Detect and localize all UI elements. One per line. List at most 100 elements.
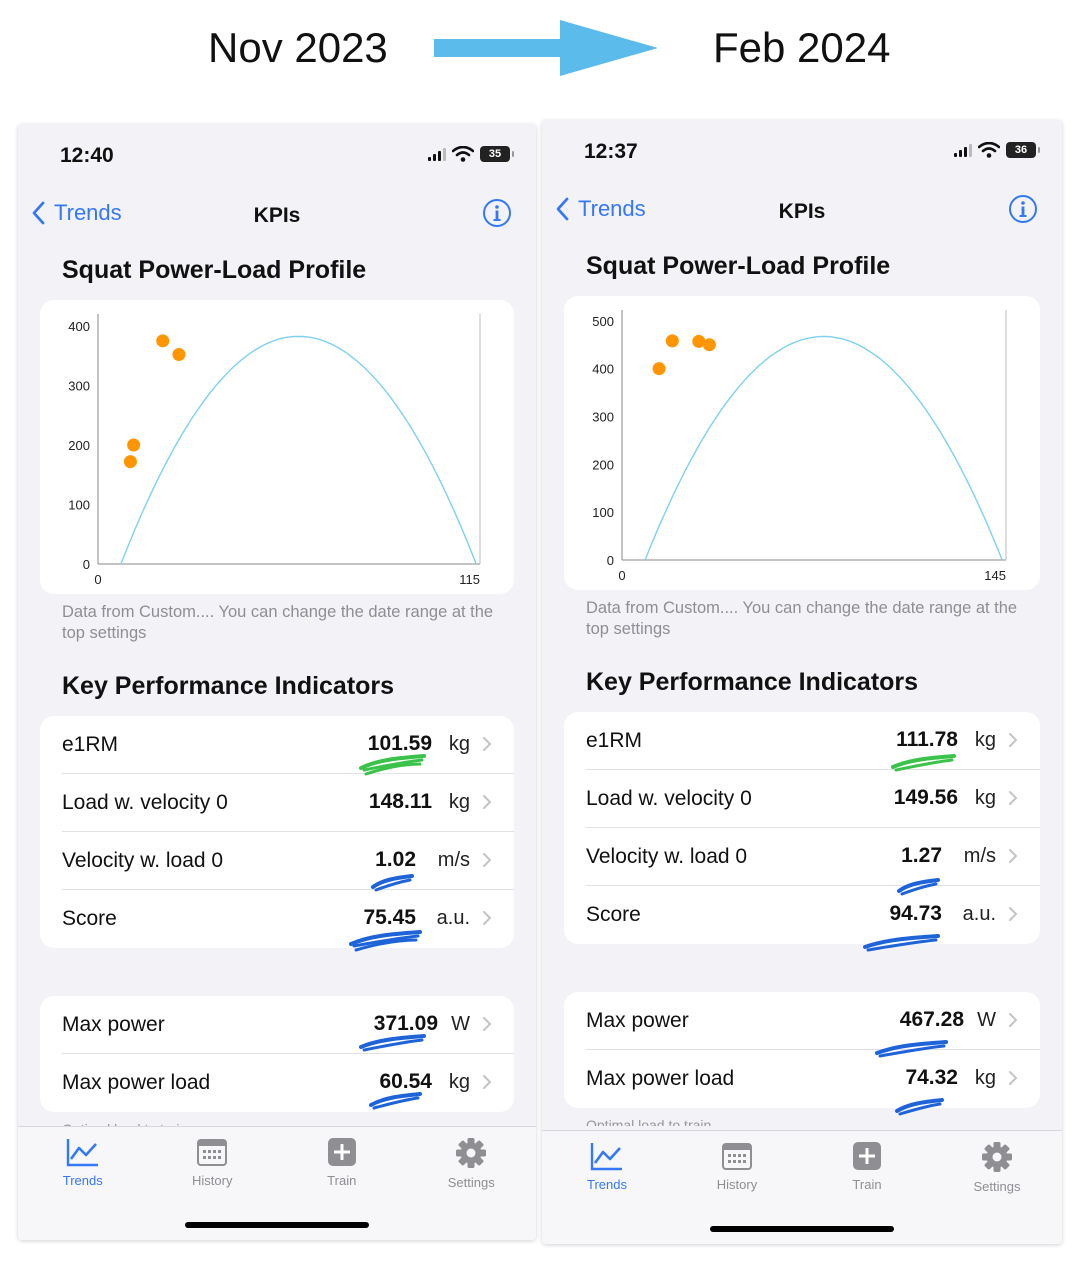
kpi-row[interactable]: Max power 371.09 W [40, 996, 514, 1054]
tab-history-label: History [716, 1177, 758, 1192]
chevron-right-icon [1008, 906, 1018, 927]
chart-plot-area: 0 100 200 300 400 0 115 [68, 314, 481, 587]
power-kpi-card: Max power 467.28 W Max power load 74.32 … [564, 992, 1040, 1108]
settings-gear-icon [982, 1142, 1012, 1172]
tab-history[interactable]: History [692, 1141, 782, 1192]
data-point [652, 362, 666, 376]
y-tick-label: 100 [592, 505, 614, 520]
kpi-label: Velocity w. load 0 [62, 849, 224, 872]
battery-icon: 36 [1006, 142, 1040, 158]
kpi-unit: a.u. [436, 907, 470, 929]
kpi-value: 1.27 [901, 844, 942, 867]
kpi-row[interactable]: Max power load 74.32 kg [564, 1050, 1040, 1108]
chevron-right-icon [1008, 732, 1018, 753]
history-calendar-icon [197, 1139, 228, 1166]
kpi-unit: kg [448, 1071, 470, 1093]
kpi-row[interactable]: Score 75.45 a.u. [40, 890, 514, 948]
kpi-row[interactable]: e1RM 111.78 kg [564, 712, 1040, 770]
cellular-signal-icon [428, 147, 446, 161]
tab-train[interactable]: Train [822, 1141, 912, 1192]
kpi-label: Score [586, 903, 641, 926]
history-calendar-icon [722, 1143, 752, 1170]
tab-settings[interactable]: Settings [426, 1137, 516, 1190]
tab-settings-label: Settings [447, 1175, 495, 1190]
row-divider [62, 831, 514, 832]
kpi-card: e1RM 111.78 kg Load w. velocity 0 149.56… [564, 712, 1040, 944]
x-tick-label: 0 [618, 568, 625, 583]
tab-trends-label: Trends [587, 1177, 627, 1192]
kpi-label: e1RM [586, 729, 643, 752]
y-tick-label: 200 [592, 457, 614, 472]
y-tick-label: 0 [83, 557, 90, 572]
profile-section-title: Squat Power-Load Profile [586, 252, 891, 280]
kpi-label: e1RM [62, 733, 119, 756]
status-time: 12:40 [60, 144, 114, 167]
tab-train[interactable]: Train [297, 1137, 387, 1188]
row-divider [586, 827, 1040, 828]
tab-bar: Trends History Train Settings [18, 1126, 536, 1240]
kpi-unit: kg [448, 733, 470, 755]
kpi-row[interactable]: Load w. velocity 0 149.56 kg [564, 770, 1040, 828]
chevron-right-icon [1008, 1070, 1018, 1091]
tab-trends[interactable]: Trends [38, 1137, 128, 1188]
page-title: KPIs [778, 200, 826, 223]
train-plus-icon [327, 1138, 356, 1166]
chart-caption: Data from Custom.... You can change the … [586, 599, 1018, 638]
right-arrow-icon [434, 20, 658, 76]
kpi-row[interactable]: Max power load 60.54 kg [40, 1054, 514, 1112]
kpi-unit: m/s [437, 849, 470, 871]
kpi-unit: kg [974, 1067, 996, 1089]
status-time: 12:37 [584, 140, 638, 163]
x-tick-label: 0 [94, 572, 101, 587]
chevron-right-icon [482, 1016, 492, 1037]
kpi-unit: kg [448, 791, 470, 813]
kpi-row[interactable]: Velocity w. load 0 1.02 m/s [40, 832, 514, 890]
tab-trends[interactable]: Trends [562, 1141, 652, 1192]
kpi-value: 75.45 [363, 906, 416, 929]
y-tick-label: 300 [592, 409, 614, 424]
status-icons: 36 [954, 142, 1040, 158]
tab-settings[interactable]: Settings [952, 1141, 1042, 1194]
navigation-bar: Trends KPIs [542, 192, 1062, 232]
tab-trends-label: Trends [62, 1173, 103, 1188]
kpi-value: 74.32 [905, 1066, 958, 1089]
kpi-value: 149.56 [893, 786, 958, 809]
power-kpi-card: Max power 371.09 W Max power load 60.54 … [40, 996, 514, 1112]
kpi-row[interactable]: Score 94.73 a.u. [564, 886, 1040, 944]
home-indicator [710, 1226, 894, 1232]
back-button[interactable]: Trends [556, 196, 646, 222]
tab-bar: Trends History Train Settings [542, 1130, 1062, 1244]
tab-train-label: Train [327, 1173, 357, 1188]
kpi-row[interactable]: Max power 467.28 W [564, 992, 1040, 1050]
info-button[interactable] [482, 198, 512, 233]
row-divider [62, 773, 514, 774]
kpi-row[interactable]: Load w. velocity 0 148.11 kg [40, 774, 514, 832]
to-date-label: Feb 2024 [713, 24, 891, 71]
kpi-label: Max power load [586, 1067, 735, 1090]
kpi-value: 371.09 [373, 1012, 438, 1035]
data-point [127, 438, 141, 452]
row-divider [62, 889, 514, 890]
x-tick-label: 145 [984, 568, 1006, 583]
y-tick-label: 400 [592, 362, 614, 377]
info-icon [1009, 195, 1037, 223]
power-load-chart: 0 100 200 300 400 500 0 145 [592, 310, 1007, 583]
page-title: KPIs [253, 204, 301, 227]
back-button[interactable]: Trends [32, 200, 122, 226]
phone-screenshot-after: 12:37 36 Trends KPIs Squat Power-Load Pr… [542, 120, 1062, 1244]
tab-history[interactable]: History [167, 1137, 257, 1188]
y-tick-label: 400 [68, 319, 90, 334]
settings-gear-icon [456, 1138, 487, 1168]
battery-icon: 35 [480, 146, 514, 162]
kpi-row[interactable]: Velocity w. load 0 1.27 m/s [564, 828, 1040, 886]
fit-curve [644, 335, 1003, 561]
chevron-right-icon [482, 910, 492, 931]
kpi-row[interactable]: e1RM 101.59 kg [40, 716, 514, 774]
kpi-unit: kg [974, 787, 996, 809]
info-button[interactable] [1008, 194, 1038, 229]
data-point [702, 338, 716, 352]
row-divider [586, 1049, 1040, 1050]
kpi-label: Velocity w. load 0 [586, 845, 748, 868]
chevron-right-icon [482, 736, 492, 757]
trends-chart-icon [590, 1143, 622, 1171]
